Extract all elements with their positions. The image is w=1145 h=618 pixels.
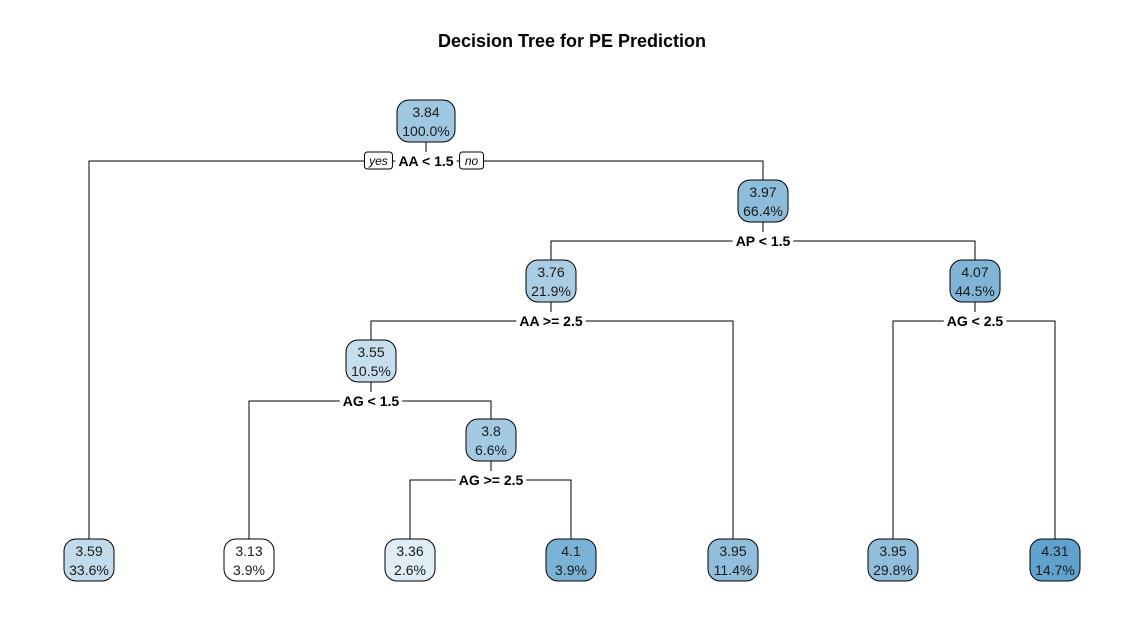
node-value: 3.95	[879, 543, 906, 559]
node-value: 3.84	[412, 104, 439, 120]
yes-tag-box	[363, 151, 393, 170]
split-condition: AG < 1.5	[343, 393, 400, 409]
diagram-title: Decision Tree for PE Prediction	[438, 31, 706, 51]
tree-edges	[88, 142, 1056, 539]
node-percent: 11.4%	[714, 562, 753, 578]
node-value: 3.36	[396, 543, 423, 559]
node-box	[63, 538, 115, 582]
split-label: AA >= 2.5	[516, 312, 586, 330]
split-edge	[370, 320, 734, 539]
split-edge	[88, 160, 764, 539]
node-value: 3.97	[749, 184, 776, 200]
node-box	[707, 538, 759, 582]
split-labels: AA < 1.5 yes no AP < 1.5 AA >= 2.5 AG < 2.5 AG…	[339, 151, 1007, 489]
no-tag: no	[459, 151, 485, 170]
node-box	[345, 339, 397, 383]
split-label-bg	[516, 312, 586, 330]
node-box	[223, 538, 275, 582]
yes-label: yes	[368, 154, 388, 168]
node-percent: 21.9%	[531, 283, 571, 299]
no-tag-box	[459, 151, 485, 170]
node-value: 4.31	[1041, 543, 1068, 559]
split-condition: AP < 1.5	[736, 233, 791, 249]
tree-node-n5: 3.55 10.5%	[345, 339, 397, 383]
node-value: 3.8	[481, 423, 501, 439]
node-percent: 14.7%	[1035, 562, 1075, 578]
tree-node-n6: 3.8 6.6%	[465, 418, 517, 462]
node-box	[396, 99, 456, 143]
split-label-bg	[339, 392, 403, 410]
tree-node-leaf7: 4.31 14.7%	[1029, 538, 1081, 582]
split-edge	[892, 320, 1056, 539]
split-label: AA < 1.5	[395, 152, 457, 170]
node-box	[1029, 538, 1081, 582]
node-percent: 100.0%	[402, 123, 449, 139]
node-percent: 3.9%	[233, 562, 265, 578]
tree-node-n3: 3.76 21.9%	[525, 259, 577, 303]
node-box	[545, 538, 597, 582]
split-label-bg	[455, 471, 527, 489]
split-label: AP < 1.5	[732, 232, 794, 250]
split-label: AG >= 2.5	[455, 471, 527, 489]
split-edge	[248, 400, 492, 539]
node-box	[737, 179, 789, 223]
node-value: 3.55	[357, 344, 384, 360]
tree-node-n2: 3.97 66.4%	[737, 179, 789, 223]
tree-node-leaf3: 3.36 2.6%	[384, 538, 436, 582]
node-value: 3.13	[235, 543, 262, 559]
node-box	[867, 538, 919, 582]
node-value: 3.59	[75, 543, 102, 559]
node-box	[465, 418, 517, 462]
split-condition: AG >= 2.5	[459, 472, 524, 488]
node-value: 4.1	[561, 543, 581, 559]
tree-nodes: 3.84 100.0% 3.97 66.4% 3.76 21.9% 4.07 44.5% 3.5…	[63, 99, 1081, 582]
node-percent: 10.5%	[351, 363, 391, 379]
split-label: AG < 1.5	[339, 392, 403, 410]
tree-node-leaf4: 4.1 3.9%	[545, 538, 597, 582]
split-condition: AG < 2.5	[947, 313, 1004, 329]
node-percent: 6.6%	[475, 442, 507, 458]
node-box	[384, 538, 436, 582]
split-label: AG < 2.5	[943, 312, 1007, 330]
tree-node-leaf6: 3.95 29.8%	[867, 538, 919, 582]
node-value: 3.76	[537, 264, 564, 280]
node-percent: 2.6%	[394, 562, 426, 578]
node-percent: 33.6%	[69, 562, 109, 578]
node-percent: 66.4%	[743, 203, 783, 219]
tree-node-n4: 4.07 44.5%	[949, 259, 1001, 303]
split-label-bg	[395, 152, 457, 170]
node-value: 3.95	[719, 543, 746, 559]
node-box	[525, 259, 577, 303]
tree-node-leaf1: 3.59 33.6%	[63, 538, 115, 582]
no-label: no	[465, 154, 479, 168]
split-condition: AA < 1.5	[398, 153, 453, 169]
split-label-bg	[732, 232, 794, 250]
yes-tag: yes	[363, 151, 393, 170]
node-value: 4.07	[961, 264, 988, 280]
node-box	[949, 259, 1001, 303]
node-percent: 3.9%	[555, 562, 587, 578]
tree-node-root: 3.84 100.0%	[396, 99, 456, 143]
split-label-bg	[943, 312, 1007, 330]
node-percent: 29.8%	[873, 562, 913, 578]
node-percent: 44.5%	[955, 283, 995, 299]
split-condition: AA >= 2.5	[519, 313, 583, 329]
tree-node-leaf5: 3.95 11.4%	[707, 538, 759, 582]
tree-node-leaf2: 3.13 3.9%	[223, 538, 275, 582]
